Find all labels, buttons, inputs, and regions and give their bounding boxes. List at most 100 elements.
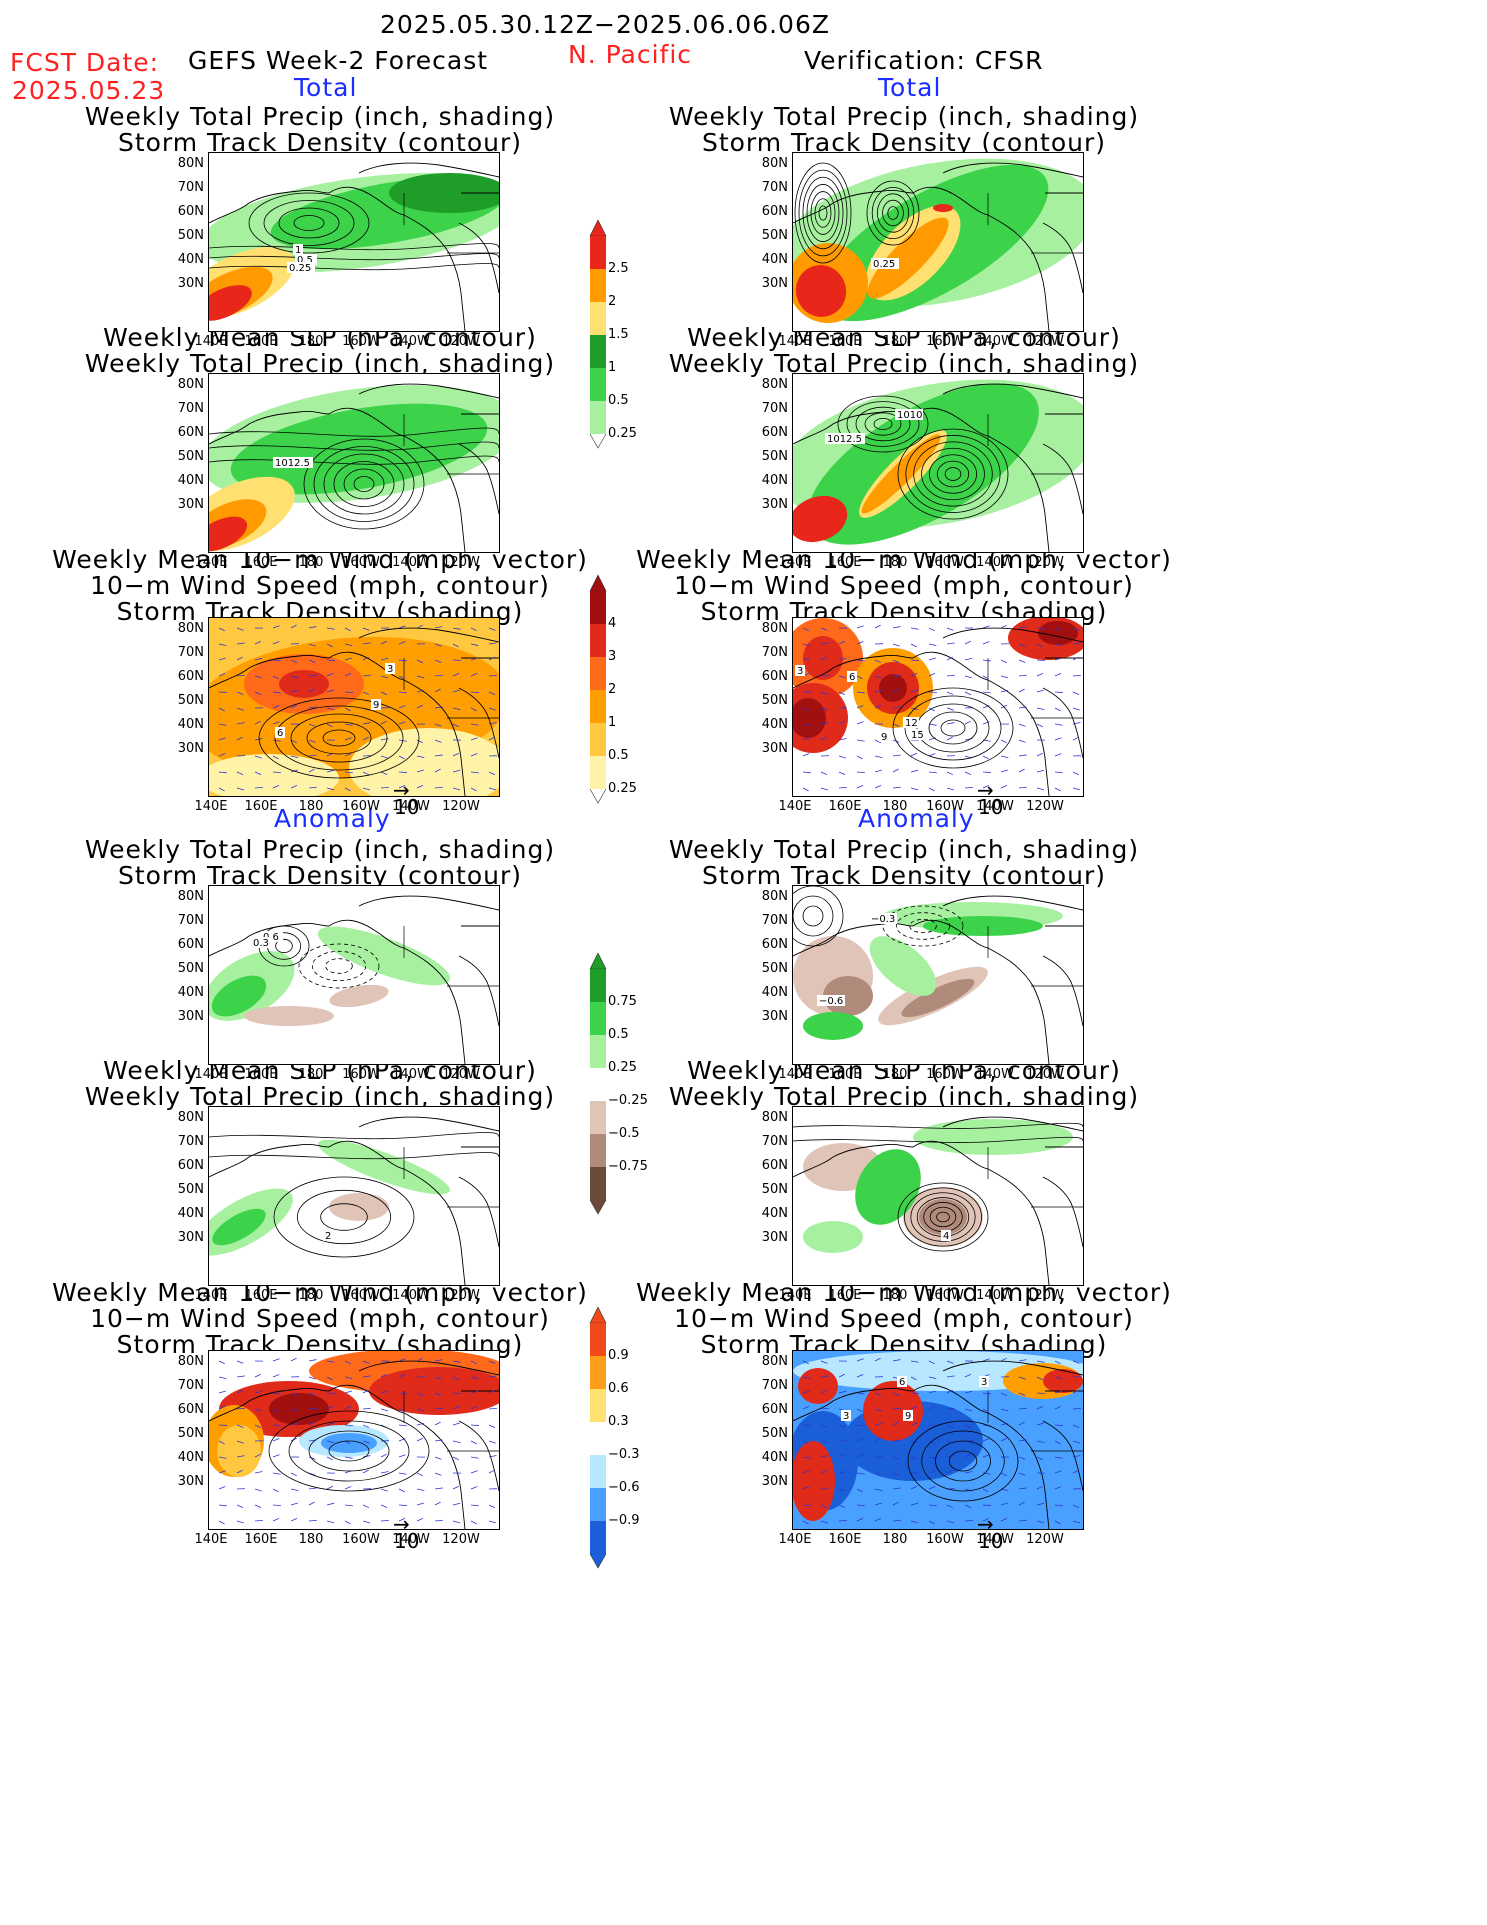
coastline — [942, 162, 1083, 178]
wind-vector — [874, 675, 883, 679]
lat-tick-label: 30N — [761, 276, 788, 291]
wind-vector — [874, 659, 882, 664]
colorbar-swatch — [590, 1101, 606, 1134]
wind-vector — [874, 1488, 883, 1492]
wind-vector — [1018, 1472, 1026, 1476]
wind-vector — [218, 627, 225, 632]
lat-tick-label: 70N — [177, 180, 204, 195]
lat-tick-label: 40N — [177, 1206, 204, 1221]
contour-line — [936, 1211, 950, 1223]
lon-tick-label: 180 — [298, 334, 324, 349]
wind-vector — [488, 1389, 495, 1394]
wind-vector — [416, 1408, 425, 1412]
wind-vector — [910, 689, 918, 693]
shaded-region — [317, 926, 451, 986]
wind-vector — [272, 721, 280, 725]
lon-tick-label: 140W — [392, 1288, 430, 1303]
wind-vector — [1018, 659, 1026, 663]
contour-line — [905, 435, 1001, 513]
wind-vector — [928, 787, 935, 792]
wind-vector — [1018, 1519, 1027, 1522]
colorbar-label: 0.9 — [608, 1348, 629, 1363]
wind-vector — [236, 771, 244, 776]
lat-tick-label: 30N — [177, 1230, 204, 1245]
border-line — [987, 1391, 1083, 1452]
coastline — [328, 919, 466, 1064]
wind-vector — [362, 1389, 369, 1394]
wind-vector — [1000, 689, 1009, 693]
lat-tick-label: 70N — [761, 180, 788, 195]
wind-vector — [982, 1408, 989, 1413]
contour-line — [814, 198, 832, 228]
wind-vector — [398, 1454, 406, 1458]
lat-tick-label: 30N — [761, 497, 788, 512]
wind-vector — [946, 1389, 953, 1394]
border-line — [403, 926, 499, 987]
wind-vector — [254, 1504, 262, 1508]
wind-vector — [910, 1406, 918, 1410]
lat-tick-label: 60N — [177, 425, 204, 440]
shaded-region — [389, 173, 499, 213]
wind-vector — [326, 1422, 334, 1426]
wind-vector — [470, 1504, 479, 1507]
wind-vector — [802, 657, 811, 661]
wind-vector — [398, 785, 406, 789]
colorbar — [589, 952, 607, 1215]
lon-tick-label: 120W — [1026, 1067, 1064, 1082]
coastline — [328, 651, 466, 796]
wind-vector — [254, 1519, 263, 1522]
wind-vector — [362, 674, 371, 677]
contour-line — [909, 918, 937, 934]
lat-tick-label: 50N — [177, 449, 204, 464]
shaded-region — [923, 916, 1043, 936]
lat-tick-label: 30N — [177, 276, 204, 291]
wind-vector — [434, 754, 443, 757]
wind-vector — [326, 1360, 335, 1363]
wind-vector — [856, 1392, 865, 1395]
wind-vector — [1018, 688, 1025, 693]
wind-vector — [470, 1376, 479, 1379]
wind-vector — [470, 1486, 478, 1490]
wind-vector — [326, 673, 334, 677]
lon-tick-label: 120W — [1026, 1532, 1064, 1547]
right-title: Verification: CFSR — [804, 46, 1044, 75]
wind-vector — [344, 1376, 353, 1380]
wind-vector — [874, 1357, 881, 1362]
shaded-region — [244, 1006, 334, 1026]
wind-vector — [416, 769, 425, 773]
wind-vector — [344, 1520, 351, 1525]
wind-vector — [326, 787, 335, 791]
wind-vector — [362, 1407, 371, 1410]
lat-tick-label: 60N — [177, 204, 204, 219]
wind-vector — [308, 754, 317, 757]
wind-vector — [308, 1501, 315, 1506]
wind-vector — [946, 771, 954, 776]
wind-vector — [928, 723, 937, 726]
contour-label: 3 — [981, 1377, 987, 1388]
coastline — [1042, 222, 1083, 294]
wind-vector — [910, 752, 917, 757]
lon-tick-label: 160E — [244, 1067, 278, 1082]
shaded-region — [209, 285, 252, 321]
wind-vector — [308, 786, 317, 789]
contour-line — [273, 1176, 415, 1258]
lon-tick-label: 160W — [926, 1288, 964, 1303]
coastline — [458, 1176, 499, 1248]
coastline — [1042, 443, 1083, 515]
wind-vector — [928, 627, 935, 632]
wind-vector — [326, 1440, 335, 1443]
wind-vector — [254, 640, 261, 645]
wind-vector — [928, 1440, 935, 1445]
wind-vector — [488, 656, 495, 661]
wind-vector — [488, 691, 496, 695]
contour-label: 9 — [905, 1411, 911, 1422]
lat-tick-label: 40N — [761, 1206, 788, 1221]
wind-vector — [838, 1453, 845, 1458]
wind-vector — [470, 673, 478, 677]
wind-vector — [380, 675, 389, 679]
lat-tick-label: 40N — [177, 473, 204, 488]
wind-vector — [946, 722, 955, 725]
wind-vector — [802, 1470, 810, 1474]
shaded-region — [349, 728, 499, 796]
colorbar — [589, 574, 607, 804]
